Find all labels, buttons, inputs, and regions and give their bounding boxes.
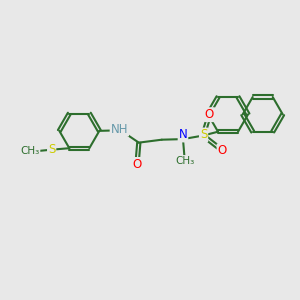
Text: S: S bbox=[48, 143, 55, 156]
Text: O: O bbox=[218, 144, 227, 158]
Text: N: N bbox=[178, 128, 188, 142]
Text: NH: NH bbox=[111, 123, 128, 136]
Text: CH₃: CH₃ bbox=[20, 146, 40, 156]
Text: S: S bbox=[200, 128, 207, 142]
Text: O: O bbox=[133, 158, 142, 171]
Text: O: O bbox=[205, 108, 214, 121]
Text: CH₃: CH₃ bbox=[176, 156, 195, 166]
